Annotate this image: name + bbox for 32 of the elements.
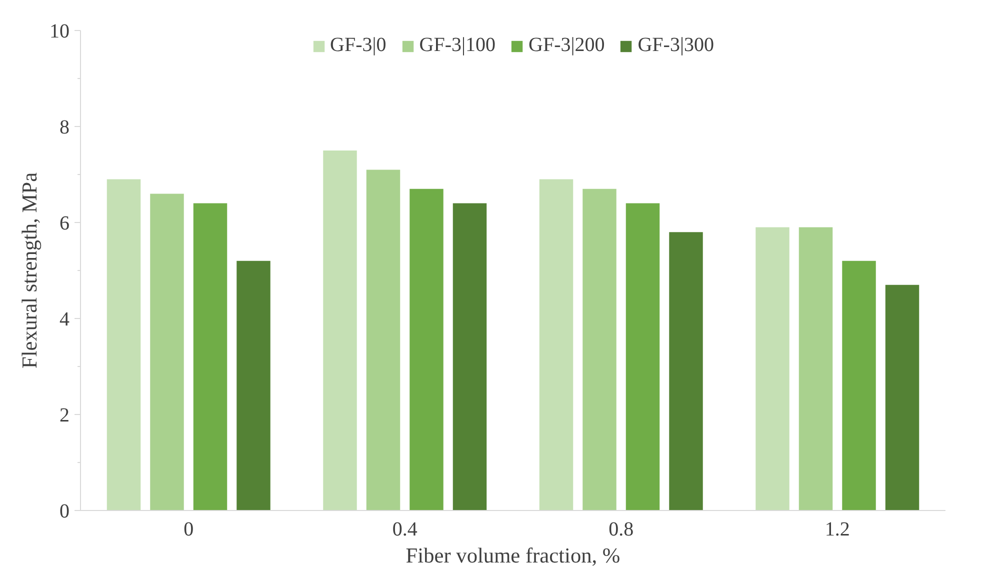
bar <box>842 260 876 510</box>
bar <box>798 227 833 510</box>
y-tick-label: 8 <box>60 116 70 138</box>
y-tick-label: 2 <box>60 404 70 426</box>
y-axis-title: Flexural strength, MPa <box>18 172 42 369</box>
bar <box>193 203 228 510</box>
bar <box>756 227 790 510</box>
x-tick-label: 0.8 <box>608 518 634 540</box>
bar <box>539 179 574 510</box>
bar <box>323 150 357 510</box>
x-tick-label: 1.2 <box>824 518 850 540</box>
bar <box>885 284 920 510</box>
bar <box>366 170 400 510</box>
bar <box>236 260 270 510</box>
legend-label: GF-3|100 <box>419 34 496 57</box>
legend-label: GF-3|200 <box>528 34 605 57</box>
bar <box>410 188 444 510</box>
x-tick-label: 0.4 <box>392 518 418 540</box>
bar <box>452 203 487 510</box>
legend-label: GF-3|0 <box>330 34 386 57</box>
bar <box>669 232 703 510</box>
bar <box>150 194 184 510</box>
y-tick-label: 6 <box>60 212 70 234</box>
legend-label: GF-3|300 <box>638 34 714 57</box>
y-tick-label: 4 <box>60 308 70 330</box>
y-tick-label: 10 <box>50 20 70 42</box>
x-tick-label: 0 <box>184 518 194 540</box>
x-axis-title: Fiber volume fraction, % <box>406 544 620 568</box>
bar <box>626 203 660 510</box>
bar <box>582 188 616 510</box>
y-tick-label: 0 <box>60 500 70 522</box>
bar <box>106 179 141 510</box>
